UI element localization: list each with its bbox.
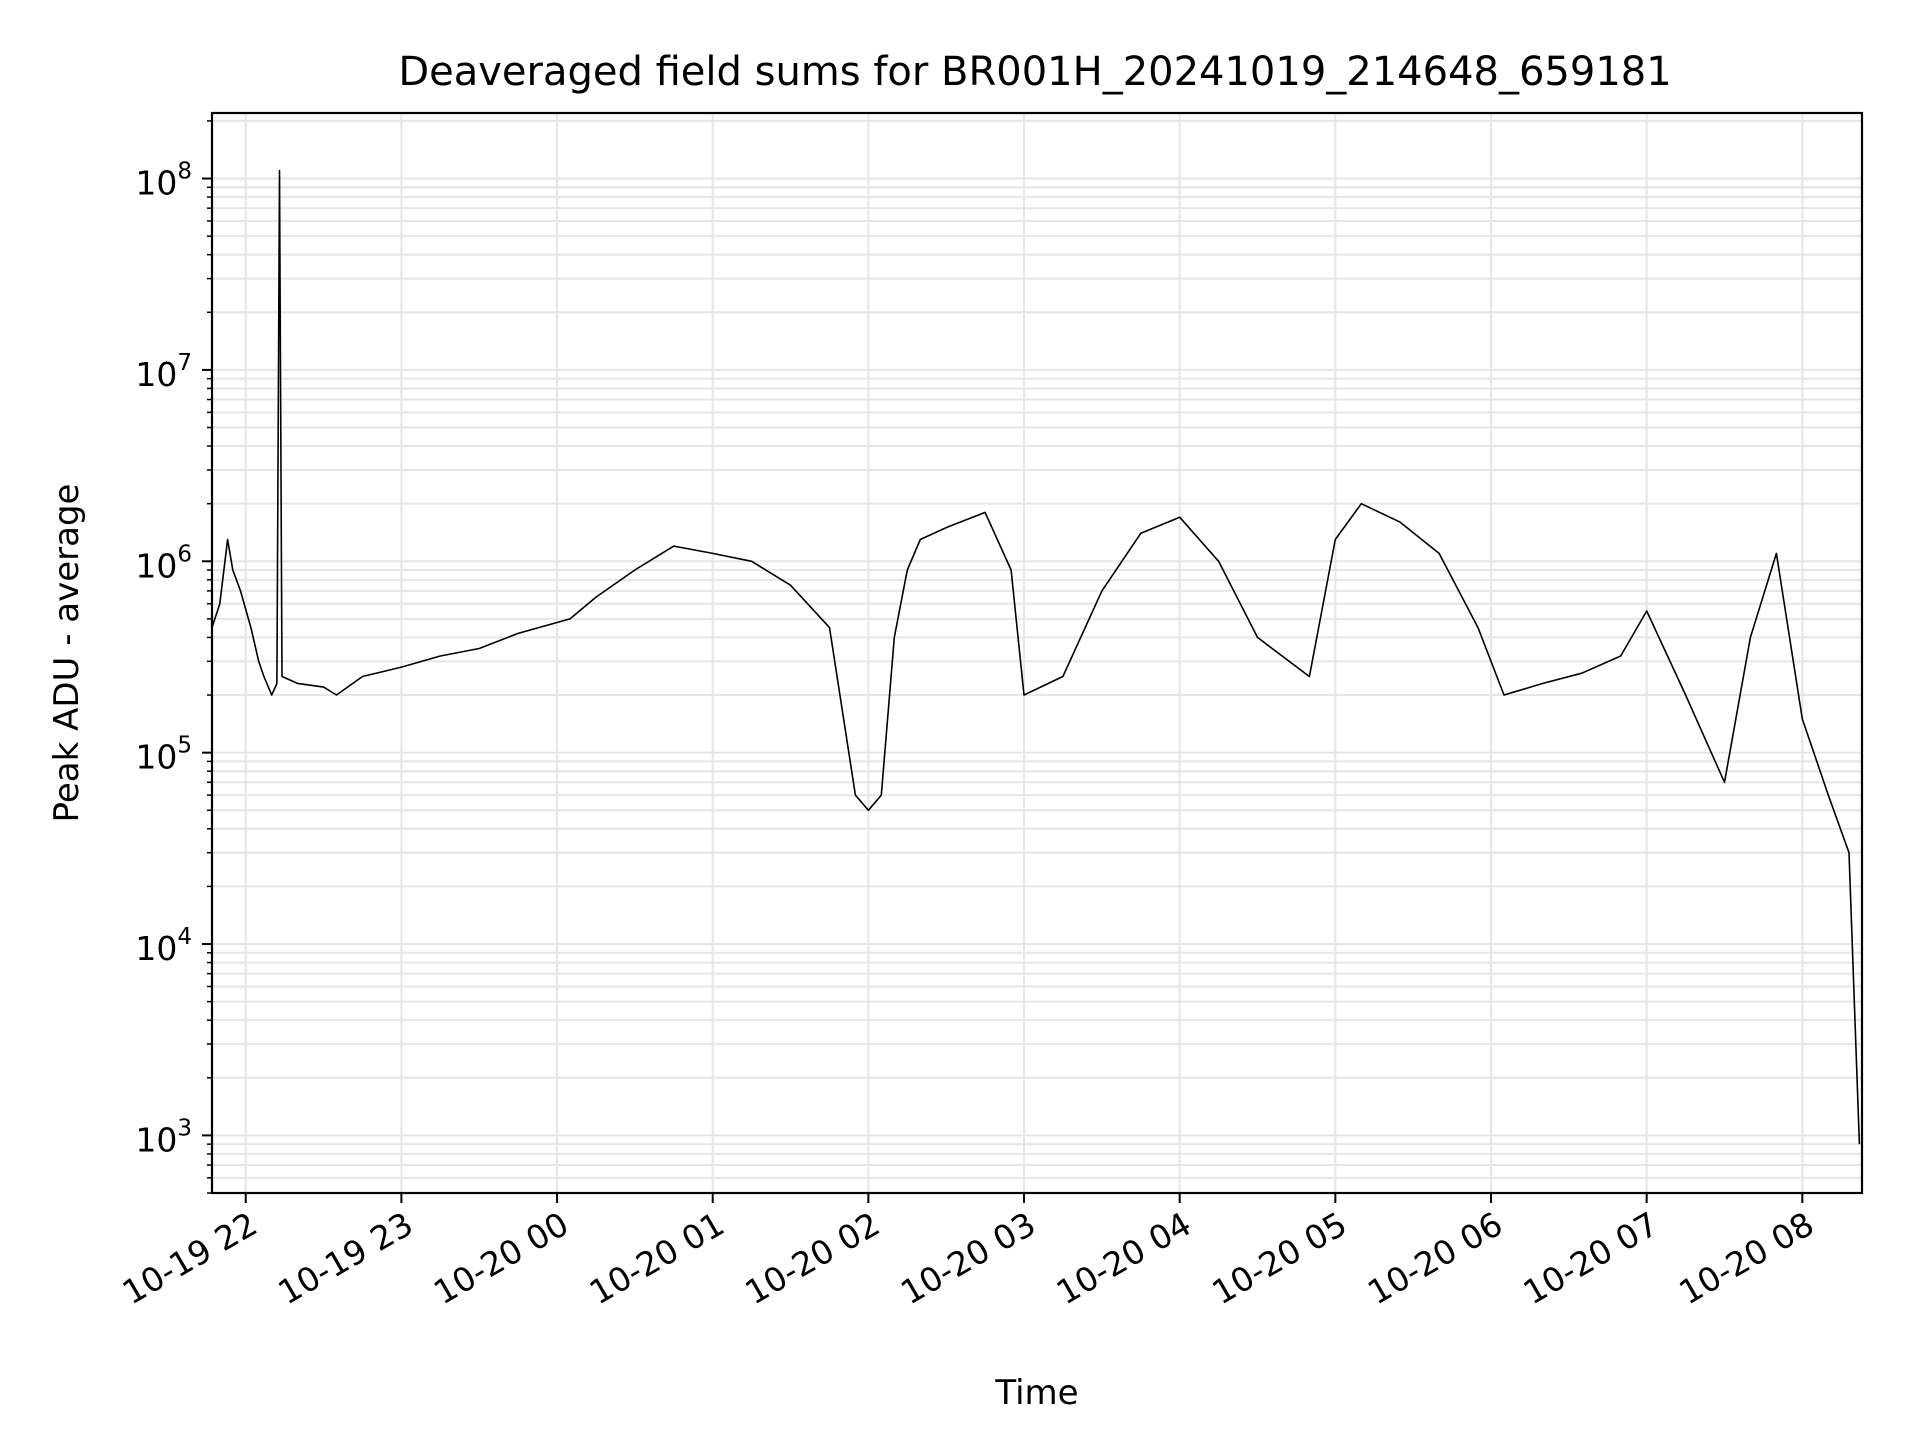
y-tick-base: 10 <box>135 546 177 585</box>
y-tick-label: 103 <box>135 1115 192 1159</box>
y-tick-exponent: 5 <box>177 733 192 759</box>
y-tick-exponent: 3 <box>177 1115 192 1141</box>
y-tick-exponent: 7 <box>177 350 192 376</box>
chart-title: Deaveraged field sums for BR001H_2024101… <box>398 49 1671 95</box>
plot-area-frame <box>210 111 1864 1195</box>
y-tick-exponent: 6 <box>177 541 192 567</box>
series-line-layer <box>211 169 1861 1145</box>
y-tick-base: 10 <box>135 1120 177 1159</box>
y-tick-base: 10 <box>135 738 177 777</box>
grid <box>212 113 1862 1194</box>
y-tick-base: 10 <box>135 355 177 394</box>
x-axis-label: Time <box>994 1373 1078 1413</box>
y-tick-label: 106 <box>135 541 192 585</box>
y-tick-exponent: 4 <box>177 924 192 950</box>
y-tick-base: 10 <box>135 164 177 203</box>
y-tick-label: 107 <box>135 350 192 394</box>
y-tick-label: 105 <box>135 733 192 777</box>
y-tick-label: 104 <box>135 924 192 968</box>
y-tick-label: 108 <box>135 159 192 203</box>
series-line <box>211 169 1861 1145</box>
y-tick-base: 10 <box>135 929 177 968</box>
y-tick-exponent: 8 <box>177 159 192 185</box>
y-axis-label: Peak ADU - average <box>47 484 87 823</box>
